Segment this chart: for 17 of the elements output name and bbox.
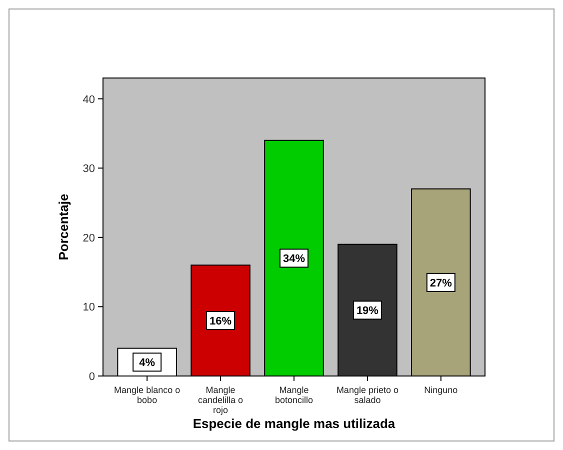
y-tick-label: 40 [82,94,95,106]
x-tick-label: Mangle botoncillo [274,385,314,405]
y-tick-label: 0 [88,371,95,383]
data-label: 27% [430,277,452,290]
x-axis-title: Especie de mangle mas utilizada [192,416,396,431]
data-label: 4% [139,357,156,370]
x-tick-label: Mangle blanco o bobo [114,385,180,405]
x-tick-label: Mangle candelilla o rojo [198,385,244,415]
y-tick-label: 10 [82,302,95,314]
data-label: 16% [210,316,232,328]
y-tick-label: 30 [82,163,95,176]
x-tick-label: Mangle prieto o salado [336,385,398,405]
data-label: 34% [282,253,306,266]
y-axis-title: Porcentaje [56,194,71,260]
data-label: 19% [356,305,379,318]
x-tick-label: Ninguno [424,385,458,395]
y-tick-label: 20 [82,232,95,244]
